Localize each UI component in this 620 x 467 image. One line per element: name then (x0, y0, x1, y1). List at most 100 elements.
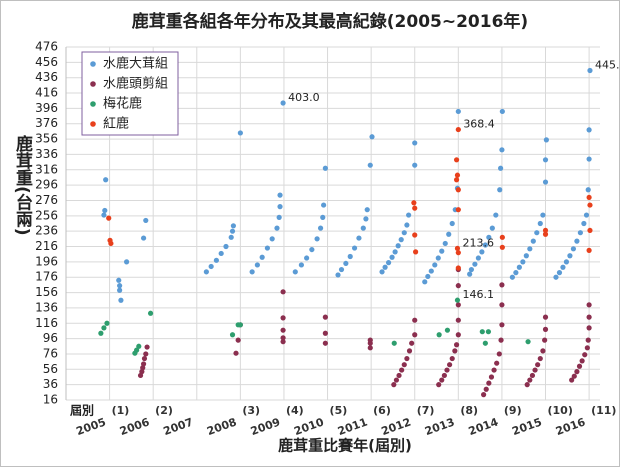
data-point (582, 352, 588, 358)
data-point (540, 348, 546, 354)
data-point (406, 348, 413, 354)
data-point (498, 337, 504, 343)
data-point (537, 220, 543, 227)
data-point (485, 329, 492, 335)
data-point (413, 249, 419, 255)
data-point (567, 253, 573, 259)
data-point (436, 332, 442, 338)
data-point (585, 187, 591, 193)
session-title: 屆別 (70, 404, 94, 418)
data-point (569, 377, 575, 383)
data-point (576, 363, 583, 369)
data-point (229, 332, 236, 338)
data-point (542, 227, 549, 234)
data-point (141, 355, 148, 362)
data-point (269, 236, 275, 242)
data-point (583, 212, 590, 218)
data-point (409, 340, 415, 346)
data-point (208, 263, 214, 270)
data-point (454, 172, 461, 178)
data-point (481, 392, 487, 398)
data-point (453, 157, 460, 163)
data-point (399, 367, 405, 373)
legend-label: 紅鹿 (103, 116, 129, 132)
y-tick-label: 256 (35, 208, 58, 222)
data-point (304, 255, 310, 261)
data-point (584, 345, 590, 351)
data-point (439, 377, 445, 383)
data-point (483, 386, 489, 392)
data-point (499, 322, 505, 328)
data-point (277, 192, 283, 198)
data-point (218, 250, 224, 257)
y-tick-label: 16 (43, 393, 58, 407)
legend-label: 梅花鹿 (103, 96, 142, 112)
data-point (102, 207, 108, 214)
data-point (542, 231, 549, 237)
annotation: 368.4 (463, 118, 495, 131)
data-point (108, 240, 114, 247)
data-point (455, 187, 461, 193)
data-point (412, 140, 418, 146)
data-point (560, 264, 566, 270)
data-point (401, 362, 407, 368)
data-point (435, 255, 441, 261)
data-point (237, 130, 243, 136)
data-point (586, 314, 592, 320)
data-point (298, 262, 304, 268)
data-point (335, 272, 341, 278)
data-point (542, 326, 549, 332)
data-point (499, 244, 505, 250)
data-point (496, 351, 502, 357)
data-point (412, 162, 418, 168)
data-point (525, 339, 531, 345)
data-point (118, 297, 124, 303)
data-point (449, 220, 455, 227)
data-point (228, 234, 234, 240)
data-point (454, 297, 461, 303)
y-tick-label: 216 (35, 239, 58, 253)
data-point (441, 372, 447, 379)
data-point (136, 343, 142, 349)
data-point (292, 269, 298, 275)
y-tick-label: 196 (35, 254, 58, 268)
session-label: (3) (242, 404, 260, 417)
y-tick-label: 96 (43, 331, 58, 345)
data-point (347, 253, 353, 260)
legend-marker (90, 81, 96, 87)
data-point (452, 348, 458, 354)
data-point (455, 283, 461, 289)
data-point (482, 340, 488, 346)
data-point (436, 382, 442, 388)
data-point (389, 254, 395, 260)
data-point (338, 266, 345, 273)
y-tick-label: 316 (35, 162, 58, 176)
data-point (277, 204, 283, 210)
annotation: 146.1 (462, 288, 494, 301)
data-point (249, 269, 255, 275)
data-point (395, 243, 401, 249)
session-label: (10) (548, 404, 573, 417)
annotation: 213.6 (462, 236, 494, 249)
y-tick-label: 156 (35, 285, 58, 299)
data-point (453, 177, 460, 183)
data-point (571, 373, 577, 379)
data-point (401, 230, 407, 236)
data-point (563, 259, 570, 265)
data-point (534, 230, 540, 236)
data-point (556, 270, 563, 276)
data-point (453, 342, 460, 348)
data-point (404, 222, 410, 228)
data-point (406, 212, 412, 218)
data-point (498, 165, 504, 171)
data-point (455, 317, 461, 323)
data-point (317, 225, 324, 231)
data-point (364, 207, 370, 213)
session-label: (4) (286, 404, 304, 417)
x-axis-title: 鹿茸重比賽年(屆別) (278, 437, 412, 455)
data-point (422, 279, 428, 285)
data-point (412, 332, 418, 338)
data-point (535, 362, 541, 368)
data-point (479, 329, 485, 335)
